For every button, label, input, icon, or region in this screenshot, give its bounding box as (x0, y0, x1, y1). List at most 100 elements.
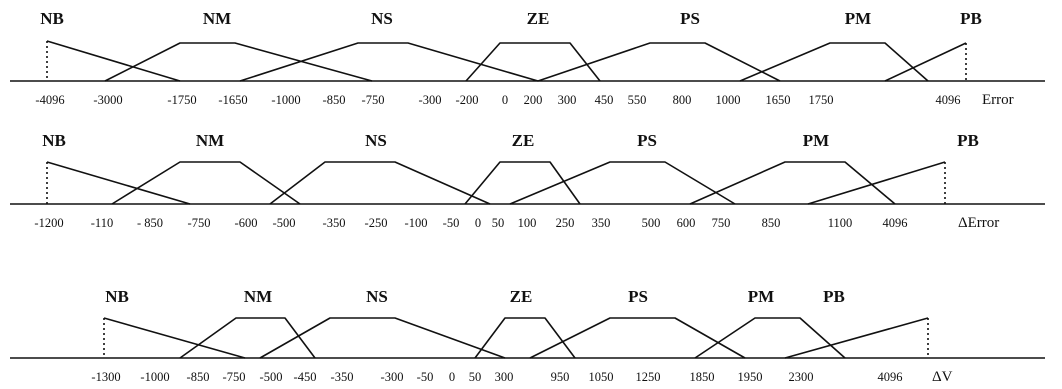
mf-delta-v-nb (103, 317, 246, 359)
tick-label: -250 (365, 216, 388, 230)
set-label-delta-v-pb: PB (823, 287, 845, 306)
mf-delta-error-nm (111, 161, 301, 205)
set-label-delta-v-pm: PM (748, 287, 774, 306)
tick-label: -850 (323, 93, 346, 107)
tick-label: -1650 (218, 93, 247, 107)
tick-label: 350 (592, 216, 611, 230)
tick-labels-delta-v: -1300 -1000 -850 -750 -500 -450 -350 -30… (91, 370, 902, 384)
tick-label: 1250 (636, 370, 661, 384)
tick-label: -850 (187, 370, 210, 384)
tick-label: 1650 (766, 93, 791, 107)
tick-label: 1750 (809, 93, 834, 107)
tick-label: -450 (294, 370, 317, 384)
mf-error-nb (46, 40, 181, 82)
tick-label: 0 (475, 216, 481, 230)
mf-error-ps (537, 42, 781, 82)
set-label-delta-v-ns: NS (366, 287, 388, 306)
set-label-delta-error-nb: NB (42, 131, 66, 150)
tick-label: -50 (417, 370, 434, 384)
tick-label: 1000 (716, 93, 741, 107)
mf-error-ns (239, 42, 539, 82)
tick-label: 450 (595, 93, 614, 107)
tick-label: -1300 (91, 370, 120, 384)
tick-label: 300 (495, 370, 514, 384)
tick-label: -750 (362, 93, 385, 107)
tick-labels-delta-error: -1200 -110 - 850 -750 -600 -500 -350 -25… (34, 216, 907, 230)
set-label-delta-v-ze: ZE (510, 287, 533, 306)
mf-error-nm (104, 42, 373, 82)
set-label-delta-error-pm: PM (803, 131, 829, 150)
set-label-delta-error-nm: NM (196, 131, 224, 150)
mf-delta-error-ps (509, 161, 736, 205)
tick-label: -500 (260, 370, 283, 384)
set-label-error-ze: ZE (527, 9, 550, 28)
tick-label: -4096 (35, 93, 64, 107)
tick-label: -350 (323, 216, 346, 230)
tick-label: -50 (443, 216, 460, 230)
set-label-delta-v-nb: NB (105, 287, 129, 306)
tick-label: 100 (518, 216, 537, 230)
panel-delta-error: NB NM NS ZE PS PM PB -1200 -110 - 850 -7… (10, 131, 1045, 231)
tick-label: -3000 (93, 93, 122, 107)
mf-delta-v-ns (259, 317, 506, 359)
set-label-error-ps: PS (680, 9, 700, 28)
mf-delta-v-ze (474, 317, 576, 359)
tick-label: -1000 (271, 93, 300, 107)
tick-label: -300 (381, 370, 404, 384)
tick-label: 600 (677, 216, 696, 230)
set-label-delta-v-nm: NM (244, 287, 272, 306)
tick-label: 4096 (936, 93, 961, 107)
mf-error-pb (884, 42, 967, 82)
mf-delta-error-ze (464, 161, 581, 205)
set-label-delta-error-ns: NS (365, 131, 387, 150)
variable-label-error: Error (982, 92, 1014, 108)
tick-label: 50 (469, 370, 482, 384)
set-label-error-nb: NB (40, 9, 64, 28)
tick-label: 1850 (690, 370, 715, 384)
tick-label: -200 (456, 93, 479, 107)
set-label-error-ns: NS (371, 9, 393, 28)
mf-delta-error-nb (46, 161, 191, 205)
tick-label: 250 (556, 216, 575, 230)
tick-label: -600 (235, 216, 258, 230)
mf-delta-v-pb (784, 317, 929, 359)
tick-label: -500 (273, 216, 296, 230)
set-label-error-pb: PB (960, 9, 982, 28)
set-label-delta-error-ps: PS (637, 131, 657, 150)
panel-delta-v: NB NM NS ZE PS PM PB -1300 -1000 -850 -7… (10, 287, 1045, 385)
tick-label: 0 (502, 93, 508, 107)
tick-label: 50 (492, 216, 505, 230)
tick-label: -1000 (140, 370, 169, 384)
tick-label: -350 (331, 370, 354, 384)
tick-label: 4096 (883, 216, 908, 230)
tick-label: -750 (223, 370, 246, 384)
tick-labels-error: -4096 -3000 -1750 -1650 -1000 -850 -750 … (35, 93, 960, 107)
tick-label: 750 (712, 216, 731, 230)
tick-label: -100 (405, 216, 428, 230)
mf-delta-v-nm (179, 317, 316, 359)
mf-delta-v-pm (694, 317, 846, 359)
set-label-error-nm: NM (203, 9, 231, 28)
tick-label: 200 (524, 93, 543, 107)
set-label-delta-error-ze: ZE (512, 131, 535, 150)
mf-error-pm (739, 42, 929, 82)
tick-label: 1950 (738, 370, 763, 384)
tick-label: -1750 (167, 93, 196, 107)
tick-label: 800 (673, 93, 692, 107)
tick-label: 500 (642, 216, 661, 230)
variable-label-delta-error: ΔError (958, 215, 999, 231)
set-label-delta-error-pb: PB (957, 131, 979, 150)
panel-error: NB NM NS ZE PS PM PB -4096 -3000 -1750 -… (10, 9, 1045, 108)
mf-delta-v-ps (529, 317, 746, 359)
variable-label-delta-v: ΔV (932, 369, 953, 385)
mf-delta-error-ns (269, 161, 491, 205)
set-label-delta-v-ps: PS (628, 287, 648, 306)
tick-label: 850 (762, 216, 781, 230)
tick-label: -110 (91, 216, 113, 230)
tick-label: -750 (188, 216, 211, 230)
tick-label: 950 (551, 370, 570, 384)
tick-label: -300 (419, 93, 442, 107)
tick-label: -1200 (34, 216, 63, 230)
tick-label: 1100 (828, 216, 853, 230)
